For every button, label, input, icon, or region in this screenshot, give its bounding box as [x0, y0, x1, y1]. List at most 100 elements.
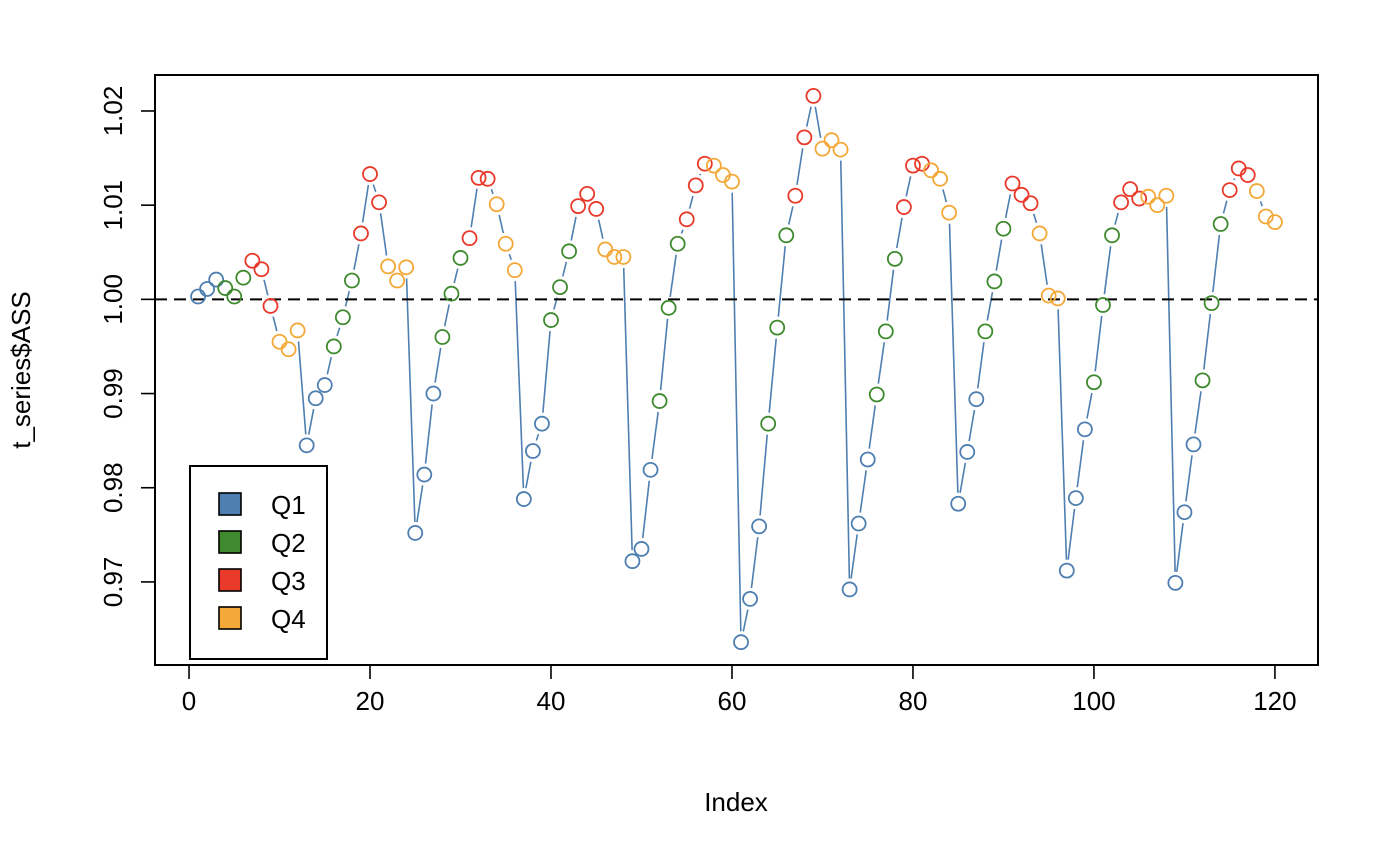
data-point	[325, 338, 342, 355]
series-line-segment	[787, 206, 794, 225]
legend: Q1 Q2 Q3 Q4	[189, 465, 328, 660]
series-line-segment	[1040, 244, 1048, 285]
data-point	[678, 211, 695, 228]
data-point	[724, 173, 740, 190]
data-point	[543, 312, 559, 328]
legend-swatch	[218, 492, 242, 516]
data-point	[886, 250, 903, 267]
data-point	[823, 132, 840, 149]
data-point	[1113, 194, 1129, 211]
data-point	[1031, 225, 1048, 242]
data-point	[1149, 197, 1166, 214]
data-point	[1185, 436, 1202, 453]
data-point	[389, 272, 406, 289]
series-line-segment	[525, 461, 532, 489]
data-point	[334, 309, 351, 326]
series-line-segment	[372, 184, 377, 193]
data-point	[642, 461, 659, 478]
series-line-segment	[434, 347, 442, 383]
legend-swatch	[218, 530, 242, 554]
data-point	[1176, 504, 1193, 521]
data-point	[470, 169, 487, 186]
data-point	[208, 271, 225, 288]
data-point	[217, 280, 234, 296]
data-point	[805, 88, 822, 104]
series-line-segment	[768, 338, 777, 413]
series-line-segment	[777, 246, 786, 317]
data-point	[515, 491, 532, 507]
data-point	[289, 322, 306, 339]
series-line-segment	[453, 268, 459, 284]
x-axis: 0 20 40 60 80 100 120	[182, 664, 1297, 716]
data-point	[1140, 188, 1157, 205]
series-line-segment	[405, 278, 416, 522]
data-point	[244, 252, 261, 269]
data-point	[941, 204, 958, 221]
series-line-segment	[895, 217, 903, 249]
data-point	[1095, 297, 1111, 313]
data-point	[832, 141, 849, 158]
series-line-segment	[850, 534, 858, 579]
data-point	[1212, 216, 1229, 232]
y-axis: 0.97 0.98 0.99 1.00 1.01 1.02	[98, 86, 156, 607]
data-point	[262, 298, 279, 314]
data-point	[353, 225, 369, 242]
data-point	[705, 157, 722, 174]
series-line-segment	[680, 229, 684, 234]
x-tick-label: 40	[537, 686, 566, 716]
data-point	[298, 437, 315, 454]
data-point	[905, 157, 921, 174]
series-line-segment	[443, 304, 450, 327]
data-point	[407, 525, 424, 541]
series-line-segment	[272, 316, 278, 332]
series-line-segment	[307, 408, 315, 435]
data-point	[307, 390, 324, 407]
series-line-segment	[1114, 212, 1119, 225]
series-line-segment	[796, 148, 804, 186]
y-tick-label: 1.02	[98, 86, 128, 137]
series-line-segment	[805, 106, 812, 127]
data-point	[751, 518, 768, 535]
legend-swatch	[218, 568, 242, 592]
data-point	[371, 194, 387, 211]
y-tick-label: 0.98	[98, 462, 128, 513]
x-tick-label: 0	[182, 686, 196, 716]
series-line-segment	[759, 434, 769, 516]
data-point	[552, 279, 568, 296]
series-line-segment	[263, 279, 269, 296]
data-point	[841, 581, 858, 598]
data-point	[434, 329, 451, 345]
series-line	[263, 106, 1263, 632]
series-line-segment	[1175, 523, 1184, 573]
data-point	[506, 262, 523, 279]
data-point	[868, 386, 885, 403]
series-line-segment	[570, 216, 577, 241]
series-line-segment	[1057, 309, 1068, 560]
data-point	[877, 323, 894, 340]
legend-swatch	[218, 606, 242, 630]
series-line-segment	[886, 269, 895, 321]
data-point	[1104, 227, 1120, 244]
x-tick-label: 80	[898, 686, 927, 716]
series-line-segment	[1185, 455, 1193, 502]
data-point	[1004, 175, 1021, 192]
data-point	[986, 273, 1003, 290]
data-point	[1131, 190, 1148, 207]
series-line-segment	[948, 223, 959, 493]
series-line-segment	[1259, 201, 1263, 207]
series-line-segment	[514, 281, 525, 489]
data-point	[497, 235, 514, 252]
series-line-segment	[1067, 508, 1076, 560]
data-point	[344, 272, 360, 289]
data-point	[1013, 186, 1030, 203]
data-point	[1248, 183, 1265, 199]
data-point	[742, 590, 758, 607]
data-point	[669, 235, 686, 252]
series-line-segment	[490, 188, 494, 195]
series-line-segment	[498, 214, 505, 234]
series-line-segment	[868, 405, 877, 449]
data-point	[1203, 295, 1220, 312]
data-point	[778, 227, 795, 244]
series-line-segment	[959, 462, 967, 494]
